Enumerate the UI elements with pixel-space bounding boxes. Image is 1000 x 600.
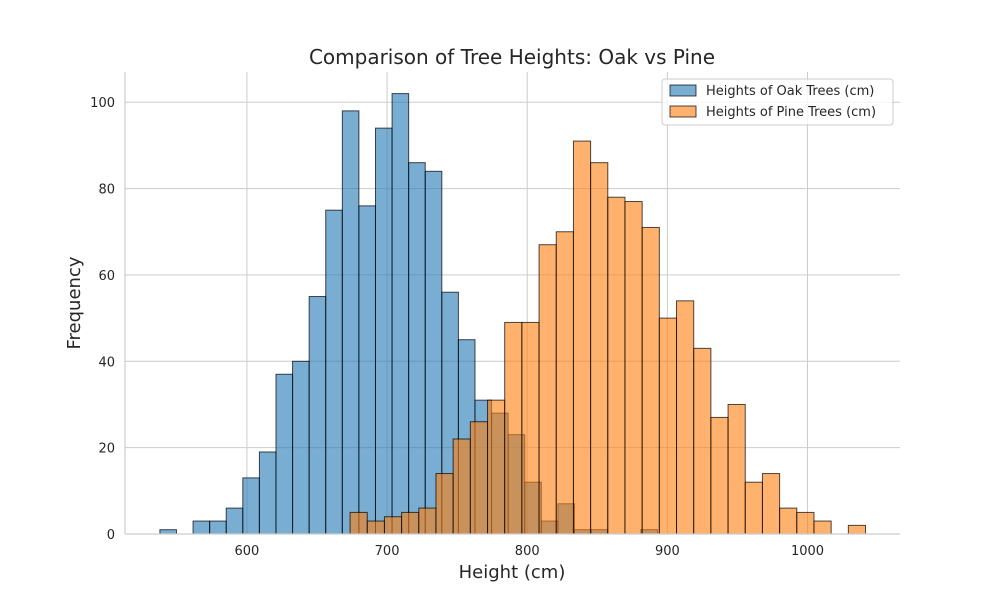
bar-oak xyxy=(308,296,327,535)
bar-pine xyxy=(607,196,626,535)
y-axis-label: Frequency xyxy=(64,256,85,349)
bar-oak xyxy=(408,162,426,535)
bar-pine xyxy=(401,511,420,535)
bar-oak xyxy=(225,507,244,535)
legend-box xyxy=(661,78,894,126)
bar-pine xyxy=(590,162,609,535)
bar-oak xyxy=(341,110,360,535)
bar-oak xyxy=(292,360,310,535)
bar-oak xyxy=(242,477,260,535)
bar-pine xyxy=(727,403,746,535)
x-axis-label: Height (cm) xyxy=(459,562,566,583)
bar-oak xyxy=(374,127,393,535)
tick-labels: 600 700 800 900 1000 0 20 40 60 80 100 xyxy=(90,96,824,559)
bar-pine xyxy=(469,421,489,535)
bar-oak xyxy=(391,93,410,535)
bar-pine xyxy=(624,201,643,535)
bar-oak xyxy=(209,520,227,535)
bar-pine xyxy=(435,473,454,535)
bar-pine xyxy=(641,226,660,535)
bar-pine xyxy=(744,481,763,535)
bar-pine xyxy=(796,511,815,535)
y-tick-label: 0 xyxy=(107,528,115,543)
bar-oak xyxy=(258,451,277,535)
legend: Heights of Oak Trees (cm) Heights of Pin… xyxy=(661,78,894,126)
bar-oak xyxy=(192,520,211,535)
bar-pine xyxy=(418,507,437,535)
bar-pine xyxy=(521,321,540,535)
y-tick-label: 40 xyxy=(98,355,115,370)
legend-label-oak: Heights of Oak Trees (cm) xyxy=(706,84,874,99)
bar-pine xyxy=(847,524,867,535)
bar-pine xyxy=(383,516,403,535)
bar-pine xyxy=(761,473,781,535)
y-tick-label: 100 xyxy=(90,96,115,111)
x-tick-label: 1000 xyxy=(791,544,824,559)
axes xyxy=(124,72,900,535)
bar-oak xyxy=(275,373,294,535)
y-tick-label: 60 xyxy=(98,269,115,284)
bar-pine xyxy=(572,140,592,535)
bar-pine xyxy=(349,511,368,535)
x-tick-label: 800 xyxy=(515,544,540,559)
legend-label-pine: Heights of Pine Trees (cm) xyxy=(706,105,876,120)
x-tick-label: 600 xyxy=(235,544,260,559)
x-tick-label: 700 xyxy=(375,544,400,559)
bar-pine xyxy=(504,321,523,535)
bar-pine xyxy=(813,520,832,535)
bar-oak xyxy=(325,209,343,535)
bar-pine xyxy=(710,416,729,535)
bar-pine xyxy=(658,317,678,535)
bar-pine xyxy=(487,399,506,535)
bar-pine xyxy=(779,507,798,535)
chart-title: Comparison of Tree Heights: Oak vs Pine xyxy=(309,45,715,69)
bar-oak xyxy=(358,205,376,535)
bar-pine xyxy=(452,438,471,535)
y-tick-label: 80 xyxy=(98,183,115,198)
bar-pine xyxy=(693,347,712,535)
y-tick-label: 20 xyxy=(98,442,115,457)
bars xyxy=(159,93,867,535)
legend-swatch-oak xyxy=(669,84,697,97)
bar-pine xyxy=(676,300,695,535)
bar-pine xyxy=(366,520,385,535)
bar-pine xyxy=(555,231,574,535)
bar-pine xyxy=(538,244,557,535)
bar-oak xyxy=(159,529,177,535)
legend-swatch-pine xyxy=(669,105,697,118)
x-tick-label: 900 xyxy=(655,544,680,559)
